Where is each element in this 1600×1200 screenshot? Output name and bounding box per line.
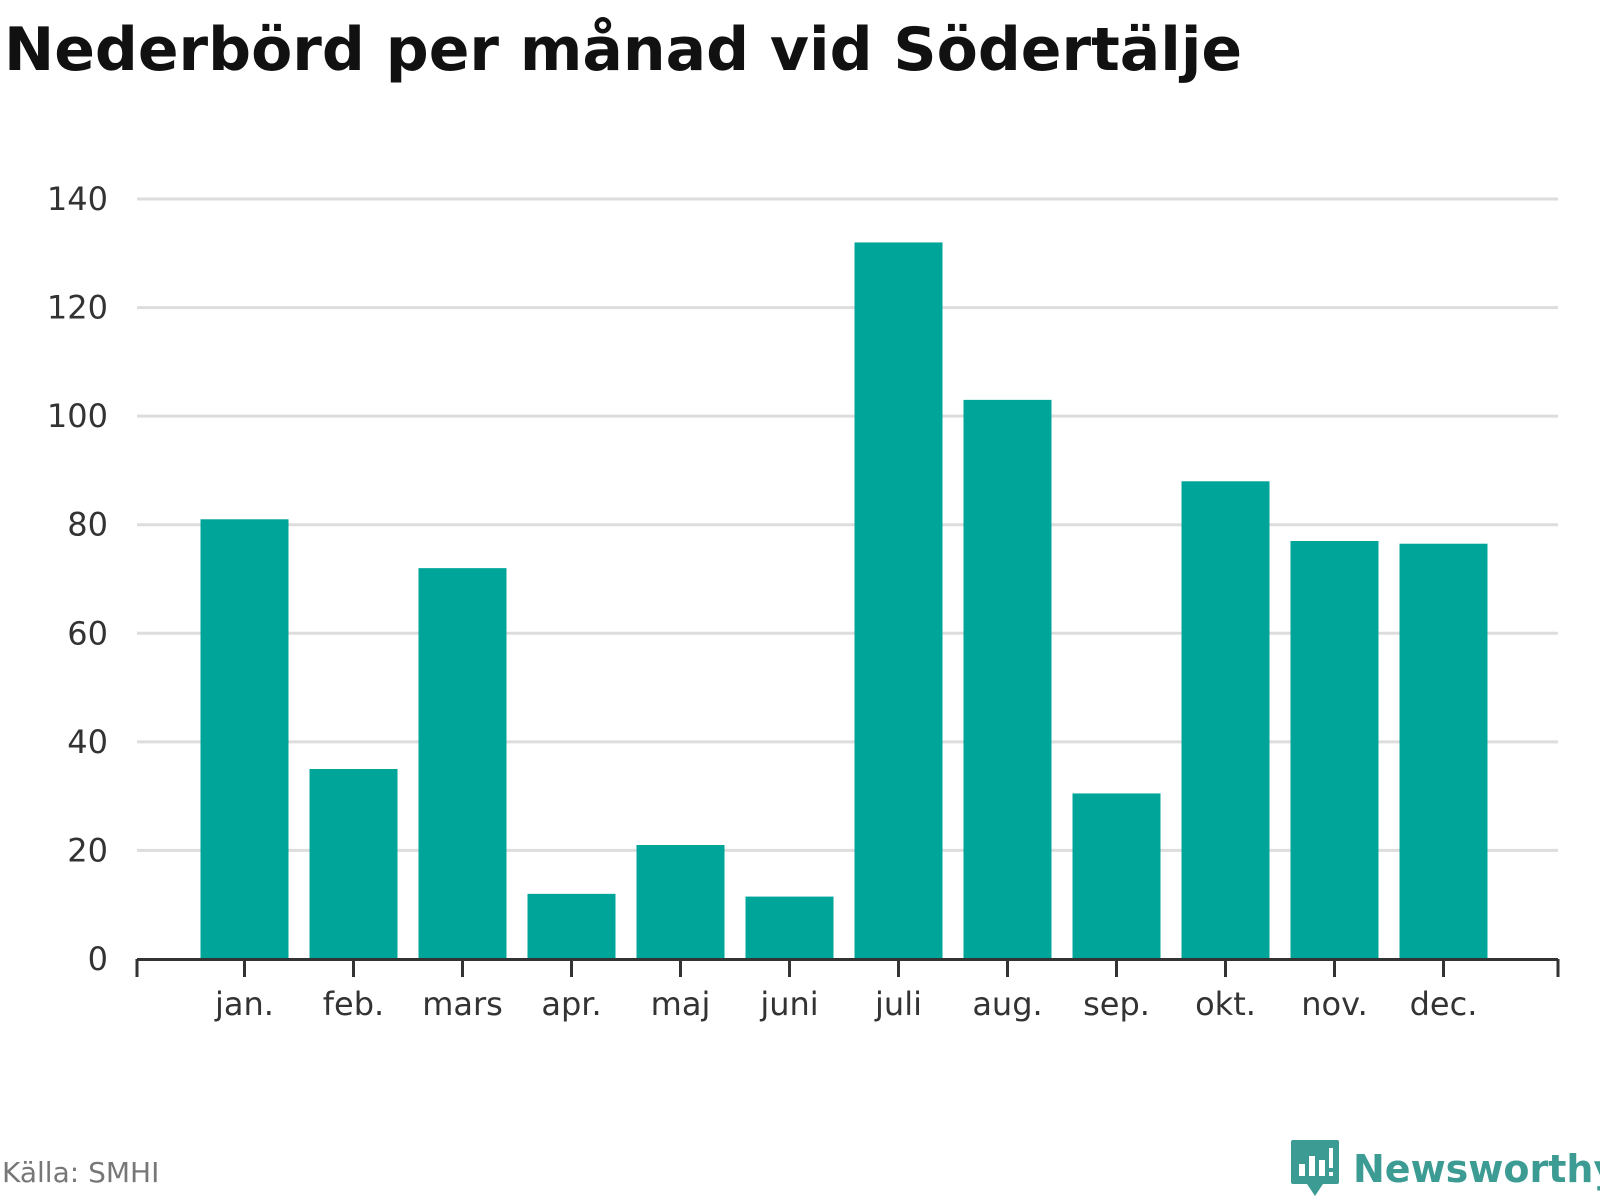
bar: [636, 845, 725, 959]
bar: [1399, 543, 1488, 959]
bar: [745, 896, 834, 959]
bar-chart-speech-bubble-icon: [1291, 1140, 1339, 1196]
y-tick-label: 20: [67, 831, 108, 869]
chart-title: Nederbörd per månad vid Södertälje: [4, 15, 1243, 85]
y-tick-label: 80: [67, 506, 108, 544]
x-tick-label: maj: [651, 985, 711, 1023]
x-tick-label: dec.: [1410, 985, 1478, 1023]
x-tick-label: okt.: [1195, 985, 1256, 1023]
y-tick-label: 100: [47, 397, 108, 435]
y-tick-label: 120: [47, 289, 108, 327]
x-tick-label: mars: [422, 985, 503, 1023]
bar: [309, 769, 398, 959]
bar: [527, 893, 616, 959]
x-tick-label: apr.: [541, 985, 601, 1023]
y-tick-label: 0: [88, 940, 108, 978]
bar: [963, 399, 1052, 959]
x-tick-label: feb.: [323, 985, 384, 1023]
bar: [1072, 793, 1161, 959]
x-tick-label: aug.: [972, 985, 1042, 1023]
brand-logo: Newsworthy: [1289, 1138, 1600, 1200]
source-note: Källa: SMHI: [2, 1156, 160, 1189]
bars: [200, 242, 1488, 959]
x-tick-label: juli: [874, 985, 922, 1023]
brand-name: Newsworthy: [1353, 1147, 1600, 1191]
y-tick-label: 60: [67, 614, 108, 652]
bar: [1181, 481, 1270, 959]
y-tick-label: 40: [67, 723, 108, 761]
y-tick-label: 140: [47, 180, 108, 218]
x-tick-label: jan.: [214, 985, 274, 1023]
bar: [854, 242, 943, 959]
x-axis-tick-labels: jan. feb. mars apr. maj juni juli aug. sep. okt. n…: [214, 985, 1477, 1023]
x-tick-label: nov.: [1301, 985, 1367, 1023]
y-axis-tick-labels: 0 20 40 60 80 100 120 140: [47, 180, 108, 978]
x-axis: [135, 958, 1560, 977]
x-tick-label: sep.: [1083, 985, 1150, 1023]
bar: [418, 568, 507, 959]
bar: [1290, 541, 1379, 959]
x-tick-label: juni: [759, 985, 818, 1023]
bar: [200, 519, 289, 959]
